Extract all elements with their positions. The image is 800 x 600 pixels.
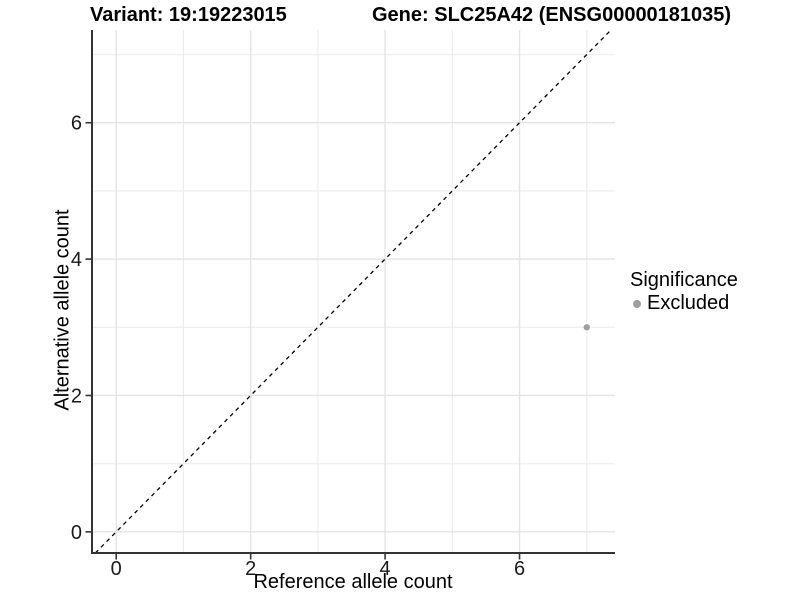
y-tick-label: 6	[71, 113, 82, 135]
x-tick-label: 4	[380, 558, 391, 580]
legend-item-excluded: Excluded	[630, 292, 738, 315]
gene-title: Gene: SLC25A42 (ENSG00000181035)	[372, 4, 732, 26]
y-axis-label: Alternative allele count	[51, 209, 74, 411]
legend-item-label: Excluded	[647, 292, 730, 314]
legend: Significance Excluded	[630, 269, 738, 315]
identity-reference-line	[94, 29, 612, 554]
legend-title: Significance	[630, 269, 738, 291]
x-tick-label: 0	[111, 558, 122, 580]
variant-title: Variant: 19:19223015	[90, 4, 287, 26]
y-tick-label: 4	[71, 249, 82, 271]
data-point	[583, 324, 590, 331]
y-tick-label: 0	[71, 522, 82, 544]
x-tick-label: 2	[245, 558, 256, 580]
y-tick-label: 2	[71, 385, 82, 407]
x-axis-label: Reference allele count	[253, 571, 453, 593]
x-tick-label: 6	[514, 558, 525, 580]
excluded-point-icon	[633, 299, 641, 308]
